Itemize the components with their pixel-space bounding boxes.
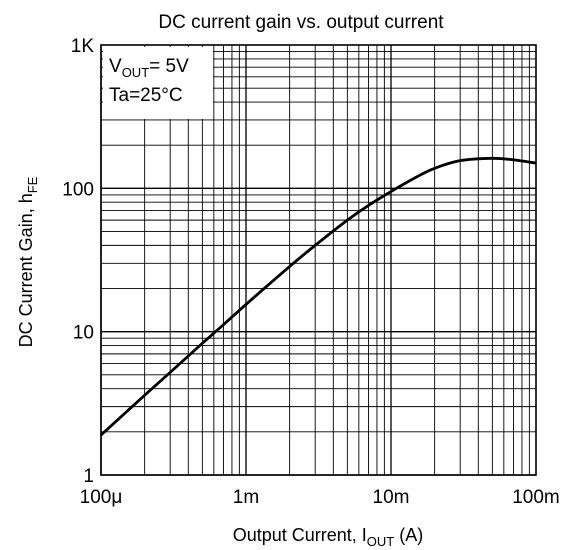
y-tick-label: 100 (62, 179, 94, 200)
chart-title: DC current gain vs. output current (158, 12, 444, 33)
annotation-box (103, 47, 213, 119)
y-tick-label: 1K (71, 36, 95, 57)
grid (100, 45, 536, 476)
y-axis-label: DC Current Gain, hFE (16, 176, 40, 347)
y-tick-label: 10 (73, 323, 94, 344)
x-axis-label: Output Current, IOUT (A) (233, 525, 424, 549)
x-tick-label: 100μ (80, 487, 123, 508)
x-tick-label: 100m (512, 487, 560, 508)
y-tick-label: 1 (83, 466, 94, 487)
plot-frame (100, 44, 537, 476)
annotation-ta: Ta=25°C (109, 85, 183, 106)
annotation-vout: VOUT= 5V (109, 56, 189, 80)
x-tick-label: 10m (373, 487, 410, 508)
gain-curve (100, 156, 537, 437)
tick-labels: 100μ 1m 10m 100m 1 10 100 1K (62, 36, 559, 508)
x-tick-label: 1m (233, 487, 259, 508)
